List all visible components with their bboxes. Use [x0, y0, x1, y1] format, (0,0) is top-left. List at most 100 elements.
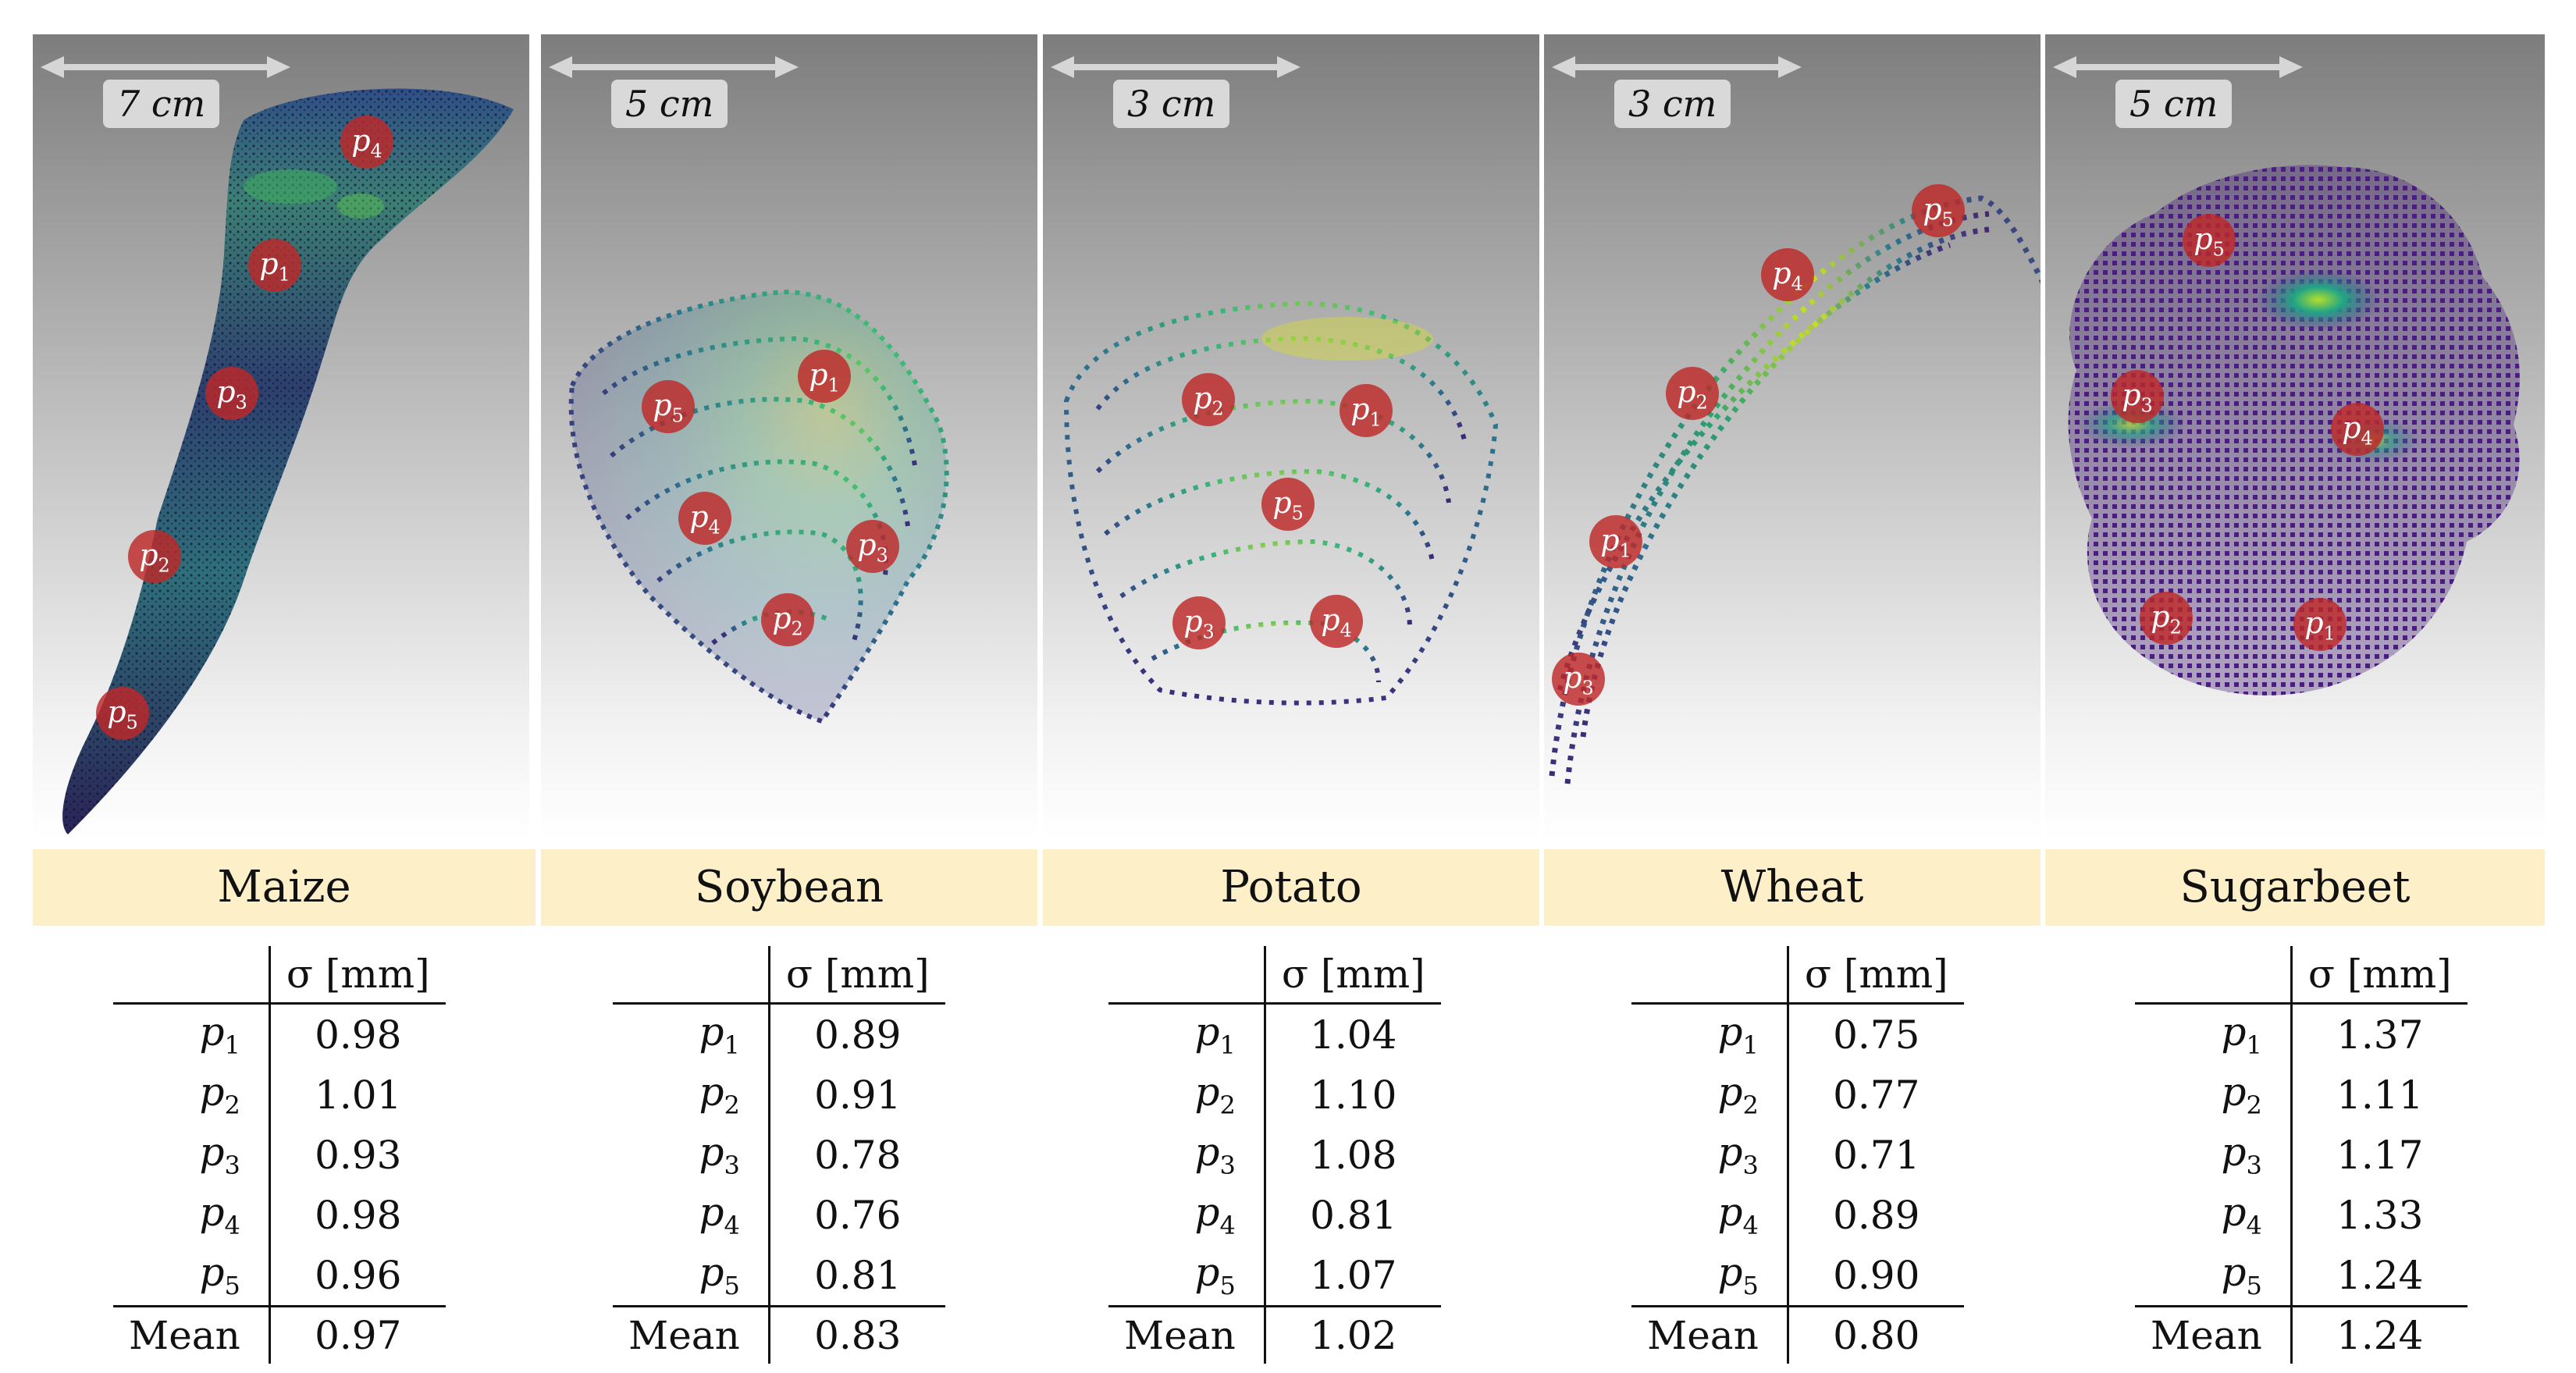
sigma-value: 0.78	[814, 1132, 902, 1178]
point-marker-p3: p3	[846, 520, 899, 573]
wheat-point-cloud	[1549, 195, 2041, 784]
column-header: σ [mm]	[769, 946, 945, 1005]
row-label: p2	[613, 1065, 770, 1125]
double-arrow-icon	[41, 56, 290, 78]
sigma-value: 0.93	[315, 1132, 402, 1178]
sigma-value: 0.98	[315, 1012, 402, 1058]
mean-value: 0.97	[269, 1305, 446, 1364]
sigma-value: 1.08	[1310, 1132, 1397, 1178]
row-label: p3	[1631, 1125, 1789, 1185]
crop-label-potato: Potato	[1043, 849, 1539, 926]
sigma-table-sugarbeet: σ [mm] p1 1.37 p2 1.11 p3 1.17 p4 1.33 p5 1.2…	[2135, 946, 2467, 1364]
point-marker-p5: p5	[96, 687, 149, 740]
row-label: p3	[113, 1125, 271, 1185]
row-label: p4	[1108, 1185, 1266, 1245]
mean-value: 0.80	[1788, 1305, 1964, 1364]
scale-label: 3 cm	[1614, 80, 1731, 128]
scale-label: 3 cm	[1113, 80, 1230, 128]
scale-label: 7 cm	[103, 80, 220, 128]
sigma-value: 0.90	[1833, 1252, 1920, 1298]
potato-point-cloud	[1063, 301, 1499, 706]
sugarbeet-point-cloud	[2068, 165, 2520, 695]
sigma-value: 0.91	[814, 1072, 902, 1118]
scale-label: 5 cm	[2115, 80, 2233, 128]
sigma-value: 0.96	[315, 1252, 402, 1298]
sigma-value: 1.07	[1310, 1252, 1397, 1298]
row-label: p3	[1108, 1125, 1266, 1185]
row-label: p4	[1631, 1185, 1789, 1245]
point-marker-p4: p4	[2331, 403, 2384, 456]
double-arrow-icon	[2053, 56, 2303, 78]
point-marker-p1: p1	[2293, 598, 2347, 651]
mean-value: 1.24	[2291, 1305, 2467, 1364]
mean-label: Mean	[113, 1305, 271, 1364]
scale-bar: 5 cm	[549, 42, 799, 136]
row-label: p2	[113, 1065, 271, 1125]
scale-bar: 7 cm	[41, 42, 290, 136]
point-marker-p2: p2	[128, 530, 181, 583]
sigma-value: 0.75	[1833, 1012, 1920, 1058]
row-label: p5	[1108, 1245, 1266, 1307]
sigma-value: 0.77	[1833, 1072, 1920, 1118]
sigma-value: 0.98	[315, 1192, 402, 1238]
column-header: σ [mm]	[1265, 946, 1441, 1005]
point-marker-p2: p2	[1666, 367, 1719, 420]
point-marker-p4: p4	[678, 492, 731, 545]
double-arrow-icon	[1552, 56, 1802, 78]
point-marker-p1: p1	[1340, 384, 1393, 437]
mean-value: 0.83	[769, 1305, 945, 1364]
column-header: σ [mm]	[2291, 946, 2467, 1005]
point-marker-p2: p2	[1182, 373, 1235, 426]
sigma-value: 0.89	[814, 1012, 902, 1058]
point-marker-p3: p3	[2111, 370, 2164, 423]
potato-panel: 3 cm p2 p1 p5 p3 p4	[1043, 34, 1539, 838]
sigma-value: 1.24	[2336, 1252, 2424, 1298]
crop-label-maize: Maize	[33, 849, 535, 926]
soybean-dots	[568, 289, 949, 724]
scale-bar: 5 cm	[2053, 42, 2303, 136]
point-marker-p4: p4	[1761, 248, 1814, 301]
row-label: p4	[113, 1185, 271, 1245]
sigma-value: 0.76	[814, 1192, 902, 1238]
scale-bar: 3 cm	[1051, 42, 1300, 136]
column-header: σ [mm]	[269, 946, 446, 1005]
sigma-value: 1.11	[2336, 1072, 2424, 1118]
row-label: p4	[2135, 1185, 2293, 1245]
crop-label-sugarbeet: Sugarbeet	[2045, 849, 2545, 926]
point-marker-p4: p4	[1310, 595, 1363, 648]
row-label: p5	[2135, 1245, 2293, 1307]
row-label: p3	[613, 1125, 770, 1185]
point-marker-p1: p1	[248, 239, 301, 292]
maize-point-cloud	[62, 88, 514, 834]
row-label: p5	[613, 1245, 770, 1307]
sugarbeet-dots	[2068, 165, 2520, 695]
sigma-value: 1.04	[1310, 1012, 1397, 1058]
row-label: p1	[113, 1003, 271, 1065]
wheat-dots	[1549, 195, 2041, 784]
scale-label: 5 cm	[611, 80, 728, 128]
soybean-panel: 5 cm p1 p5 p4 p3 p2	[541, 34, 1037, 838]
sigma-table-maize: σ [mm] p1 0.98 p2 1.01 p3 0.93 p4 0.98 p5 0.9…	[113, 946, 446, 1364]
mean-label: Mean	[1631, 1305, 1789, 1364]
mean-value: 1.02	[1265, 1305, 1441, 1364]
sigma-value: 1.17	[2336, 1132, 2424, 1178]
point-marker-p2: p2	[2140, 592, 2193, 645]
sigma-value: 0.71	[1833, 1132, 1920, 1178]
mean-label: Mean	[2135, 1305, 2293, 1364]
row-label: p2	[1108, 1065, 1266, 1125]
sigma-value: 0.81	[1310, 1192, 1397, 1238]
point-marker-p5: p5	[2183, 214, 2236, 267]
crop-label-wheat: Wheat	[1544, 849, 2041, 926]
potato-dots	[1063, 301, 1499, 706]
sigma-value: 0.89	[1833, 1192, 1920, 1238]
mean-label: Mean	[613, 1305, 770, 1364]
row-label: p1	[1631, 1003, 1789, 1065]
sigma-table-wheat: σ [mm] p1 0.75 p2 0.77 p3 0.71 p4 0.89 p5 0.9…	[1631, 946, 1964, 1364]
sigma-value: 1.33	[2336, 1192, 2424, 1238]
soybean-point-cloud	[568, 289, 949, 724]
scale-bar: 3 cm	[1552, 42, 1802, 136]
double-arrow-icon	[1051, 56, 1300, 78]
maize-panel: 7 cm p4 p1 p3 p2 p5	[33, 34, 529, 838]
row-label: p2	[1631, 1065, 1789, 1125]
point-marker-p3: p3	[205, 367, 258, 420]
